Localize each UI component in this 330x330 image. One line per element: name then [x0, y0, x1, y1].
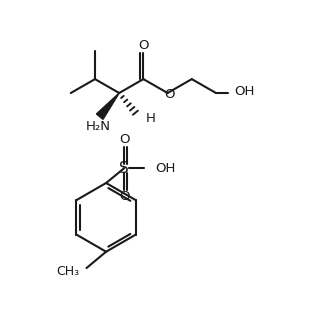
Text: OH: OH: [234, 85, 254, 98]
Text: O: O: [119, 133, 129, 146]
Text: O: O: [138, 39, 148, 52]
Text: H₂N: H₂N: [85, 120, 111, 133]
Text: OH: OH: [155, 162, 176, 175]
Text: CH₃: CH₃: [56, 265, 79, 278]
Text: O: O: [164, 88, 175, 101]
Text: O: O: [119, 190, 129, 203]
Text: S: S: [119, 161, 129, 176]
Polygon shape: [96, 93, 119, 119]
Text: H: H: [146, 112, 156, 125]
